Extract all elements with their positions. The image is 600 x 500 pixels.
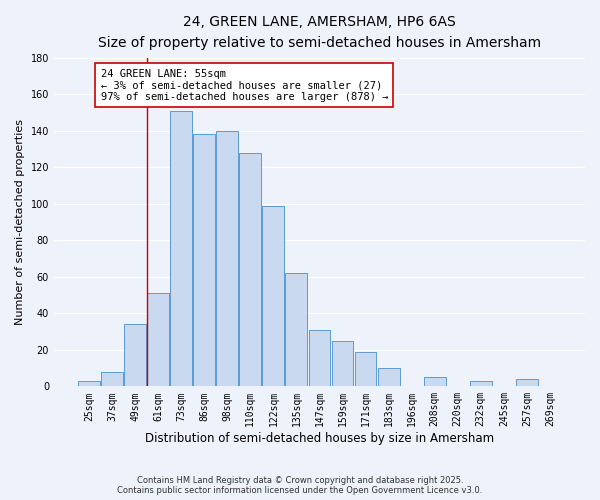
Bar [101, 372, 123, 386]
Bar [516, 379, 538, 386]
Bar [217, 130, 238, 386]
Text: Contains HM Land Registry data © Crown copyright and database right 2025.
Contai: Contains HM Land Registry data © Crown c… [118, 476, 482, 495]
Bar [170, 110, 192, 386]
Bar [377, 368, 400, 386]
Bar [332, 340, 353, 386]
X-axis label: Distribution of semi-detached houses by size in Amersham: Distribution of semi-detached houses by … [145, 432, 494, 445]
Bar [286, 273, 307, 386]
Bar [355, 352, 376, 386]
Bar [78, 381, 100, 386]
Bar [470, 381, 492, 386]
Bar [424, 377, 446, 386]
Bar [147, 293, 169, 386]
Bar [239, 152, 261, 386]
Bar [308, 330, 331, 386]
Text: 24 GREEN LANE: 55sqm
← 3% of semi-detached houses are smaller (27)
97% of semi-d: 24 GREEN LANE: 55sqm ← 3% of semi-detach… [101, 68, 388, 102]
Bar [193, 134, 215, 386]
Bar [124, 324, 146, 386]
Y-axis label: Number of semi-detached properties: Number of semi-detached properties [15, 119, 25, 325]
Bar [262, 206, 284, 386]
Title: 24, GREEN LANE, AMERSHAM, HP6 6AS
Size of property relative to semi-detached hou: 24, GREEN LANE, AMERSHAM, HP6 6AS Size o… [98, 15, 541, 50]
